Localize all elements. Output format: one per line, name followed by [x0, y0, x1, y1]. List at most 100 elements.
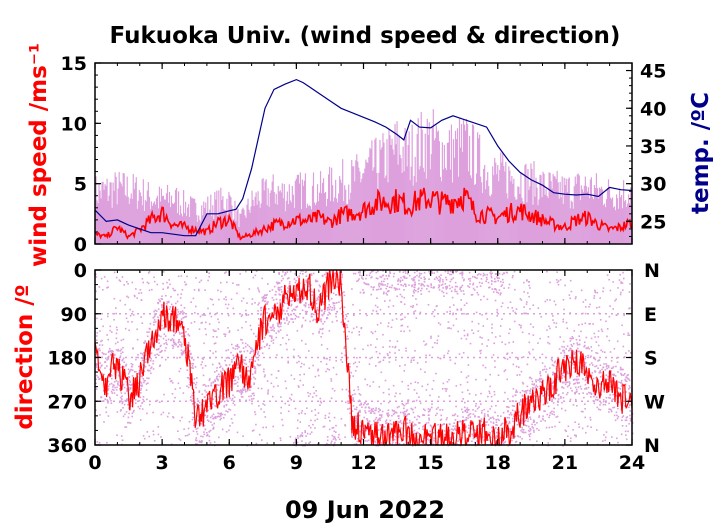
direction-scatter-point: [237, 284, 240, 286]
direction-scatter-point: [376, 323, 379, 326]
direction-scatter-point: [339, 294, 342, 297]
direction-scatter-point: [320, 320, 323, 323]
direction-scatter-point: [178, 339, 180, 341]
direction-scatter-point: [179, 439, 182, 441]
direction-scatter-point: [588, 323, 590, 325]
direction-scatter-point: [573, 356, 576, 359]
direction-scatter-point: [412, 295, 414, 297]
direction-scatter-point: [339, 307, 341, 310]
direction-scatter-point: [459, 383, 462, 386]
direction-scatter-point: [545, 371, 547, 373]
direction-scatter-point: [271, 297, 274, 299]
direction-scatter-point: [624, 356, 626, 358]
direction-scatter-point: [404, 422, 406, 425]
direction-scatter-point: [132, 314, 135, 316]
direction-scatter-point: [157, 354, 160, 356]
direction-scatter-point: [266, 380, 269, 382]
direction-scatter-point: [629, 386, 631, 389]
direction-scatter-point: [351, 399, 354, 402]
direction-scatter-point: [224, 413, 226, 416]
direction-scatter-point: [274, 294, 277, 296]
direction-scatter-point: [366, 314, 368, 317]
direction-scatter-point: [368, 422, 370, 425]
direction-scatter-point: [611, 380, 613, 382]
direction-scatter-point: [505, 271, 508, 274]
direction-scatter-point: [195, 439, 198, 442]
direction-scatter-point: [198, 440, 201, 442]
direction-scatter-point: [152, 316, 155, 319]
direction-scatter-point: [538, 398, 541, 401]
direction-scatter-point: [206, 419, 209, 421]
direction-scatter-point: [251, 348, 253, 351]
direction-scatter-point: [266, 312, 268, 314]
direction-scatter-point: [436, 342, 438, 345]
direction-scatter-point: [445, 390, 447, 392]
direction-scatter-point: [605, 401, 607, 404]
direction-scatter-point: [579, 339, 581, 341]
direction-scatter-point: [332, 287, 335, 290]
direction-scatter-point: [161, 298, 164, 300]
direction-scatter-point: [289, 280, 291, 283]
direction-scatter-point: [318, 332, 320, 334]
direction-scatter-point: [447, 327, 449, 329]
direction-scatter-point: [514, 435, 517, 438]
direction-scatter-point: [521, 431, 524, 433]
direction-scatter-point: [299, 421, 301, 423]
direction-scatter-point: [372, 289, 375, 291]
direction-scatter-point: [380, 442, 382, 444]
direction-scatter-point: [621, 383, 623, 386]
direction-scatter-point: [326, 317, 329, 319]
direction-scatter-point: [225, 404, 228, 407]
direction-scatter-point: [242, 359, 245, 361]
direction-scatter-point: [463, 329, 466, 332]
direction-scatter-point: [120, 400, 123, 402]
direction-scatter-point: [594, 371, 596, 373]
direction-scatter-point: [460, 421, 462, 423]
direction-scatter-point: [308, 442, 310, 444]
direction-scatter-point: [228, 330, 231, 332]
direction-scatter-point: [574, 297, 577, 300]
compass-tick-label: E: [644, 304, 657, 326]
direction-scatter-point: [472, 437, 475, 440]
direction-scatter-point: [386, 277, 389, 280]
wind-speed-line: [94, 187, 632, 241]
direction-scatter-point: [228, 408, 230, 411]
direction-scatter-point: [354, 408, 356, 410]
direction-scatter-point: [528, 433, 530, 436]
direction-scatter-point: [382, 426, 385, 428]
direction-scatter-point: [95, 290, 97, 293]
direction-scatter-point: [368, 407, 371, 409]
direction-scatter-point: [361, 406, 363, 408]
direction-scatter-point: [492, 417, 495, 420]
direction-scatter-point: [146, 335, 149, 338]
direction-scatter-point: [315, 390, 317, 392]
direction-scatter-point: [318, 296, 320, 299]
direction-scatter-point: [597, 344, 600, 347]
direction-scatter-point: [548, 325, 550, 328]
direction-scatter-point: [288, 404, 290, 406]
direction-scatter-point: [191, 412, 194, 414]
direction-scatter-point: [399, 421, 401, 423]
direction-scatter-point: [263, 295, 265, 298]
direction-scatter-point: [216, 376, 218, 378]
direction-scatter-point: [246, 370, 249, 372]
direction-scatter-point: [287, 314, 290, 317]
direction-scatter-point: [535, 379, 537, 381]
direction-scatter-point: [588, 347, 590, 350]
direction-scatter-point: [131, 366, 133, 368]
direction-scatter-point: [314, 427, 316, 429]
direction-scatter-point: [365, 277, 367, 280]
direction-scatter-point: [308, 289, 311, 291]
direction-scatter-point: [423, 281, 426, 283]
direction-scatter-point: [552, 319, 554, 321]
direction-scatter-point: [460, 308, 463, 310]
direction-scatter-point: [348, 390, 350, 392]
direction-scatter-point: [273, 285, 276, 288]
direction-scatter-point: [232, 347, 234, 349]
direction-scatter-point: [576, 344, 579, 346]
direction-scatter-point: [355, 326, 358, 328]
direction-scatter-point: [375, 289, 378, 291]
direction-scatter-point: [568, 349, 571, 351]
direction-scatter-point: [437, 322, 440, 324]
direction-scatter-point: [410, 361, 412, 363]
